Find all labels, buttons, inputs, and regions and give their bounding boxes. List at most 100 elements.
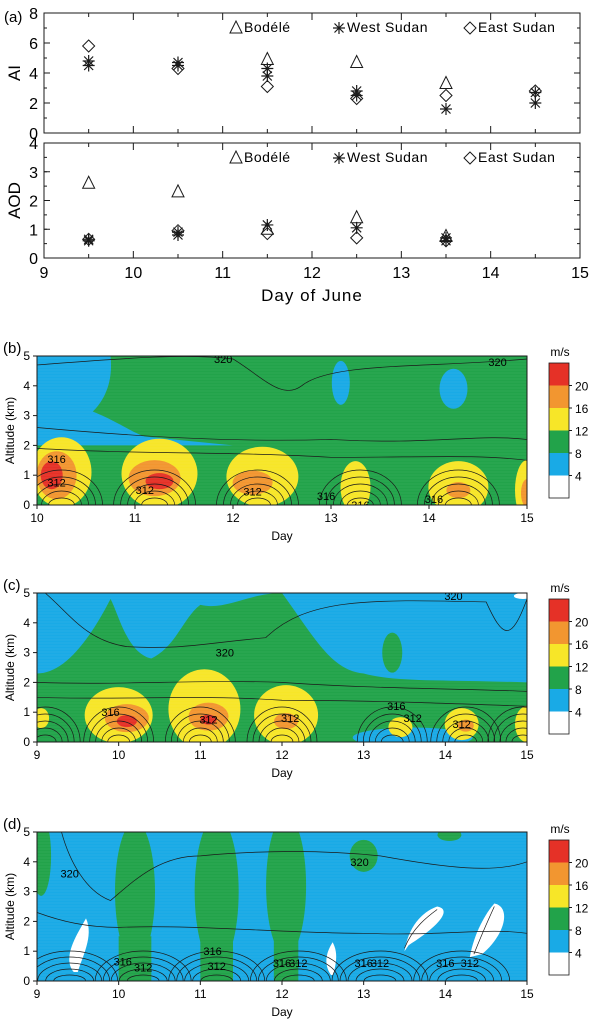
legend-label: West Sudan: [347, 19, 428, 35]
contour-line: [37, 950, 119, 981]
colorbar-label: 12: [575, 425, 589, 439]
colorbar-swatch: [549, 385, 569, 408]
contour-line: [333, 483, 388, 505]
contour-label: 316: [317, 491, 335, 503]
x-tick-label: 12: [275, 748, 289, 762]
contour-line: [200, 974, 234, 981]
colorbar-swatch: [549, 475, 569, 498]
contour-line: [258, 720, 306, 742]
data-point-asterisk: [529, 86, 542, 99]
colorbar-label: 4: [575, 947, 582, 961]
contour-line: [340, 490, 381, 505]
y-tick-label: 4: [23, 616, 30, 630]
x-tick-label: 12: [275, 987, 289, 1001]
contour-line: [44, 593, 527, 648]
contour-line: [438, 490, 479, 505]
x-tick-label: 10: [112, 748, 126, 762]
y-tick-label: 8: [29, 6, 38, 23]
contour-line: [37, 356, 527, 391]
contour-line: [184, 962, 250, 981]
colorbar-swatch: [549, 952, 569, 975]
contour-line: [442, 720, 490, 742]
contour-line: [37, 734, 57, 742]
contour-line: [281, 974, 315, 981]
contour-line: [505, 727, 527, 742]
panel-label: (c): [3, 577, 21, 594]
y-tick-label: 5: [23, 825, 30, 839]
y-axis-label: AI: [5, 65, 24, 81]
data-point-diamond: [349, 91, 364, 106]
legend-diamond-icon: [463, 151, 477, 165]
contour-line: [424, 476, 493, 505]
x-tick-label: 14: [439, 748, 453, 762]
contour-line: [326, 476, 395, 505]
x-tick-label: 15: [571, 265, 589, 282]
colorbar-swatch: [549, 599, 569, 622]
colorbar-label: 12: [575, 661, 589, 675]
contour-line: [331, 950, 429, 981]
colorbar-label: 20: [575, 857, 589, 871]
contour-line: [37, 727, 63, 742]
contour-line: [230, 483, 285, 505]
contour-label: 316: [387, 701, 405, 713]
data-point-diamond: [81, 39, 96, 53]
colorbar-label: 16: [575, 638, 589, 652]
y-tick-label: 4: [23, 379, 30, 393]
colorbar-swatch: [549, 840, 569, 863]
colorbar-label: 16: [575, 879, 589, 893]
contour-line: [436, 713, 496, 742]
contour-line: [48, 497, 75, 505]
y-tick-label: 2: [23, 438, 30, 452]
contour-line: [37, 483, 89, 505]
contour-line: [126, 974, 160, 981]
field-white: [513, 593, 527, 599]
x-tick-label: 10: [112, 987, 126, 1001]
data-point-asterisk: [82, 59, 95, 72]
contour-line: [37, 956, 111, 981]
x-axis-label: Day: [271, 766, 292, 780]
contour-label: 312: [289, 958, 307, 970]
data-point-triangle: [439, 75, 453, 89]
data-point-asterisk: [261, 62, 274, 75]
legend-asterisk-icon: [333, 22, 345, 34]
data-point-asterisk: [261, 218, 274, 231]
colorbar-label: 4: [575, 470, 582, 484]
contour-line: [141, 497, 168, 505]
field-white: [69, 918, 89, 973]
contour-line: [37, 720, 69, 742]
contour-line: [252, 713, 312, 742]
legend-label: West Sudan: [347, 149, 428, 165]
x-tick-label: 13: [392, 265, 410, 282]
data-point-diamond: [260, 79, 275, 94]
contour-line: [356, 706, 428, 742]
y-tick-label: 0: [23, 498, 30, 512]
contour-label: 312: [199, 715, 217, 727]
contour-line: [89, 713, 149, 742]
field-red: [40, 461, 63, 490]
colorbar-unit: m/s: [550, 581, 569, 595]
panel-label: (b): [3, 340, 21, 357]
contour-label: 320: [214, 354, 232, 366]
contour-line: [445, 497, 472, 505]
data-point-diamond: [349, 231, 364, 245]
y-tick-label: 5: [23, 586, 30, 600]
contour-label: 312: [452, 719, 470, 731]
y-tick-label: 1: [23, 944, 30, 958]
x-axis-label: Day: [271, 529, 292, 543]
contour-line: [120, 476, 189, 505]
field-yellow: [37, 708, 50, 729]
contour-line: [244, 497, 271, 505]
x-tick-label: 14: [439, 987, 453, 1001]
contour-line: [363, 974, 397, 981]
contour-line: [37, 912, 527, 935]
field-orange: [446, 482, 471, 499]
colorbar-swatch: [549, 644, 569, 667]
colorbar-label: 4: [575, 706, 582, 720]
contour-label: 312: [134, 963, 152, 975]
field-red: [200, 714, 217, 725]
field-green: [194, 832, 239, 967]
contour-line: [113, 469, 196, 505]
contour-label: 316: [354, 958, 372, 970]
